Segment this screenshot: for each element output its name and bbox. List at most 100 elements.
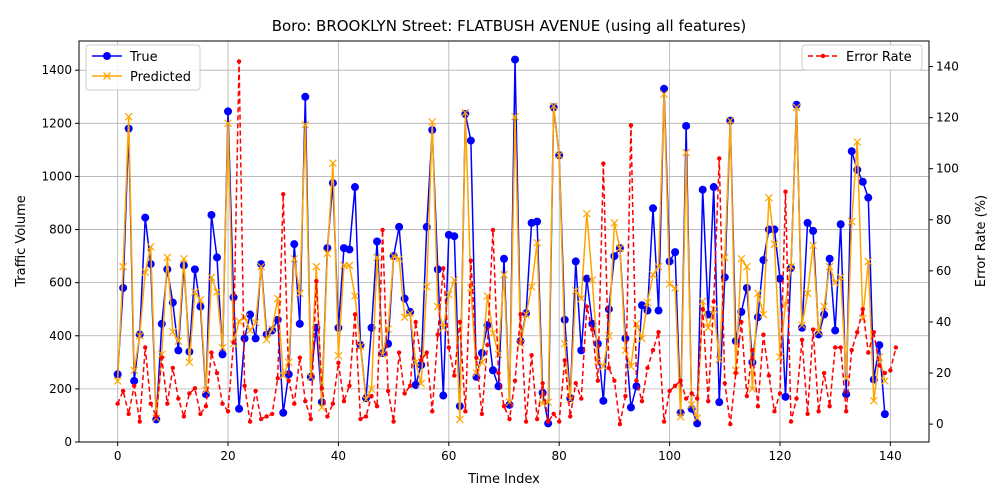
series-true-point-130 xyxy=(831,326,840,335)
series-error-point-107 xyxy=(706,398,711,404)
series-error-point-25 xyxy=(253,388,258,394)
series-error-point-98 xyxy=(656,329,661,335)
y2-tick-label-2: 40 xyxy=(936,315,951,329)
series-error-point-35 xyxy=(308,416,314,422)
series-true-point-14 xyxy=(190,265,199,274)
series-error-point-29 xyxy=(275,375,280,381)
series-error-point-91 xyxy=(617,421,623,427)
series-error-point-50 xyxy=(391,419,396,424)
series-predicted-point-125 xyxy=(803,289,812,298)
series-predicted-point-98 xyxy=(654,262,663,271)
series-predicted-point-75 xyxy=(527,282,536,291)
series-error-point-61 xyxy=(452,373,457,378)
series-true-point-7 xyxy=(152,415,161,424)
series-predicted-point-14 xyxy=(190,288,199,296)
series-predicted-point-103 xyxy=(682,148,691,157)
series-predicted-point-61 xyxy=(450,276,459,284)
series-true-point-136 xyxy=(864,193,873,202)
series-error-point-14 xyxy=(192,386,198,391)
series-error-point-128 xyxy=(821,370,827,376)
series-error-point-75 xyxy=(529,352,534,358)
series-predicted-point-88 xyxy=(599,362,608,371)
series-predicted-point-44 xyxy=(356,342,365,351)
series-error-point-90 xyxy=(612,378,617,383)
series-true-point-47 xyxy=(373,237,382,246)
series-error-point-109 xyxy=(717,156,722,161)
series-predicted-point-20 xyxy=(224,119,232,128)
legend-error-label: Error Rate xyxy=(846,50,912,65)
legend-predicted-marker xyxy=(103,72,111,80)
series-predicted-point-68 xyxy=(489,329,497,338)
series-true-point-135 xyxy=(858,177,867,186)
series-error-point-69 xyxy=(496,370,501,376)
series-predicted-point-139 xyxy=(880,376,889,385)
series-true-point-126 xyxy=(809,226,818,235)
series-predicted-point-124 xyxy=(798,321,806,330)
series-error-point-133 xyxy=(849,347,854,353)
series-predicted-point-3 xyxy=(130,366,139,375)
series-predicted-point-117 xyxy=(759,310,768,319)
series-error-point-21 xyxy=(231,340,236,345)
series-true-point-5 xyxy=(141,213,150,222)
series-error-point-22 xyxy=(236,59,242,64)
series-error-point-119 xyxy=(772,409,777,414)
series-error-point-132 xyxy=(844,409,849,414)
series-true-point-114 xyxy=(742,283,751,292)
series-error-point-108 xyxy=(711,299,716,304)
series-true-point-88 xyxy=(599,396,608,405)
y-tick-label-4: 800 xyxy=(49,223,72,237)
series-predicted-point-90 xyxy=(610,218,619,227)
series-predicted-point-94 xyxy=(632,319,641,328)
series-error-point-81 xyxy=(562,358,567,363)
series-predicted-point-41 xyxy=(340,261,348,270)
series-predicted-point-110 xyxy=(720,253,729,262)
series-predicted-point-57 xyxy=(428,118,437,126)
series-error-point-84 xyxy=(579,396,584,401)
chart-title: Boro: BROOKLYN Street: FLATBUSH AVENUE (… xyxy=(272,17,747,35)
series-error-point-28 xyxy=(269,411,275,417)
series-error-point-78 xyxy=(545,419,551,424)
series-predicted-point-126 xyxy=(809,241,818,250)
series-error xyxy=(115,59,899,427)
series-predicted-point-138 xyxy=(875,353,884,361)
series-predicted-point-60 xyxy=(444,290,453,299)
y-tick-label-3: 600 xyxy=(49,276,72,290)
series-predicted-point-12 xyxy=(179,254,188,263)
series-predicted-point-65 xyxy=(472,369,481,377)
series-predicted-point-19 xyxy=(218,343,227,352)
series-error-point-47 xyxy=(374,404,380,409)
series-error-point-127 xyxy=(816,409,821,414)
y2-tick-label-6: 120 xyxy=(936,111,959,125)
series-error-point-12 xyxy=(181,414,187,419)
series-predicted-point-23 xyxy=(240,313,249,322)
series-true-point-66 xyxy=(477,349,486,358)
series-error-point-33 xyxy=(297,355,302,360)
series-predicted-point-120 xyxy=(776,353,784,361)
series-error-point-20 xyxy=(225,409,231,414)
series-true-point-8 xyxy=(157,319,166,328)
series-error-point-57 xyxy=(430,409,435,414)
series-error-point-43 xyxy=(352,312,358,317)
series-true-point-51 xyxy=(395,222,404,231)
series-predicted-point-118 xyxy=(765,193,773,202)
series-predicted-point-11 xyxy=(174,337,183,346)
series-predicted-point-91 xyxy=(615,244,624,253)
series-true-point-129 xyxy=(825,254,834,263)
series-predicted-point-116 xyxy=(753,289,762,298)
series-true-point-64 xyxy=(466,136,475,145)
y-tick-label-5: 1000 xyxy=(41,169,72,183)
series-error-point-139 xyxy=(882,370,888,376)
series-predicted-point-93 xyxy=(627,362,635,371)
legend-error-marker xyxy=(820,53,826,59)
series-predicted-point-59 xyxy=(439,323,448,332)
series-error-point-70 xyxy=(501,404,507,409)
series-error-point-62 xyxy=(457,319,463,325)
legend-left: True Predicted xyxy=(85,44,201,91)
series-predicted-point-131 xyxy=(836,273,845,282)
series-error-point-46 xyxy=(369,393,374,399)
series-error-point-104 xyxy=(689,391,694,396)
series-predicted-point-80 xyxy=(555,151,564,160)
series-error-point-45 xyxy=(363,414,369,419)
series-predicted-point-113 xyxy=(737,254,746,263)
series-error-line xyxy=(116,60,897,425)
